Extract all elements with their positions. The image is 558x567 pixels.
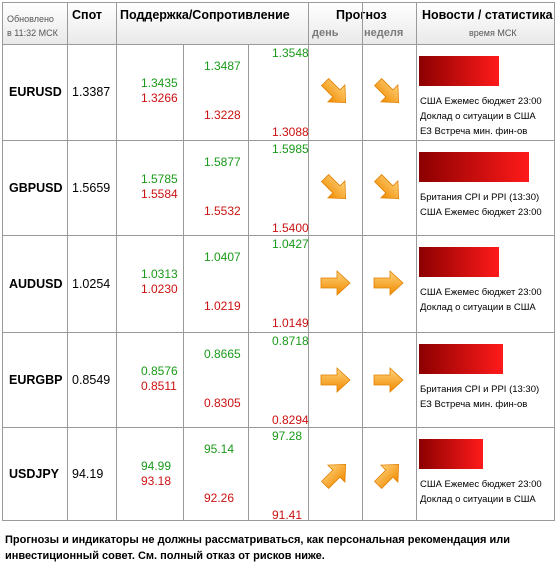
pair-label: AUDUSD xyxy=(9,276,63,291)
support-level-3: 1.3548 xyxy=(272,46,309,60)
resistance-level-1: 1.0230 xyxy=(141,282,178,296)
support-resistance-header: Поддержка/Сопротивление xyxy=(120,8,290,22)
column-divider xyxy=(248,44,249,520)
forecast-day-label: день xyxy=(312,27,339,39)
spot-price: 1.3387 xyxy=(72,85,111,99)
column-divider xyxy=(183,44,184,520)
news-impact-bar xyxy=(419,152,529,182)
row-divider xyxy=(3,427,554,428)
news-item: ЕЗ Встреча мин. фин-ов xyxy=(420,126,528,137)
support-level-2: 0.8665 xyxy=(204,347,241,361)
arrow-right-icon xyxy=(370,265,406,301)
news-item: Британия CPI и PPI (13:30) xyxy=(420,192,540,203)
resistance-level-3: 1.0149 xyxy=(272,316,309,330)
resistance-level-2: 1.5532 xyxy=(204,204,241,218)
arrow-up-right-icon xyxy=(370,457,406,493)
spot-header: Спот xyxy=(72,8,103,22)
news-time-label: время МСК xyxy=(469,28,517,38)
support-level-3: 97.28 xyxy=(272,429,303,443)
column-divider xyxy=(308,3,309,520)
spot-price: 1.0254 xyxy=(72,276,111,291)
disclaimer-text: Прогнозы и индикаторы не должны рассматр… xyxy=(5,534,511,562)
news-item: США Ежемес бюджет 23:00 xyxy=(420,96,542,107)
resistance-level-3: 1.5400 xyxy=(272,221,309,235)
news-item: США Ежемес бюджет 23:00 xyxy=(420,479,542,490)
support-level-3: 1.5985 xyxy=(272,142,309,156)
support-level-2: 1.0407 xyxy=(204,250,241,264)
pair-label: GBPUSD xyxy=(9,180,63,195)
arrow-down-right-icon xyxy=(370,170,406,206)
news-item: США Ежемес бюджет 23:00 xyxy=(420,207,542,218)
news-item: Доклад о ситуации в США xyxy=(420,302,536,313)
resistance-level-1: 0.8511 xyxy=(141,379,177,393)
resistance-level-3: 0.8294 xyxy=(272,413,309,427)
support-level-2: 1.3487 xyxy=(204,59,241,73)
support-level-1: 0.8576 xyxy=(141,364,178,378)
spot-price: 94.19 xyxy=(72,467,104,481)
support-level-3: 1.0427 xyxy=(272,237,309,251)
row-divider xyxy=(3,140,554,141)
news-item: Британия CPI и PPI (13:30) xyxy=(420,384,540,395)
forecast-header: Прогноз xyxy=(336,8,387,22)
column-divider xyxy=(362,3,363,520)
spot-price: 0.8549 xyxy=(72,372,111,387)
pair-label: EURGBP xyxy=(9,372,63,387)
support-level-3: 0.8718 xyxy=(272,334,309,348)
forecast-week-label: неделя xyxy=(364,27,404,39)
resistance-level-2: 1.3228 xyxy=(204,108,241,122)
arrow-right-icon xyxy=(317,265,353,301)
support-level-1: 1.5785 xyxy=(141,172,178,186)
resistance-level-2: 1.0219 xyxy=(204,299,241,313)
resistance-level-1: 1.3266 xyxy=(141,91,178,105)
support-level-1: 1.0313 xyxy=(141,267,178,281)
arrow-down-right-icon xyxy=(370,74,406,110)
news-item: Доклад о ситуации в США xyxy=(420,494,536,505)
resistance-level-2: 0.8305 xyxy=(204,396,241,410)
news-impact-bar xyxy=(419,56,499,86)
pair-label: USDJPY xyxy=(9,467,60,481)
arrow-down-right-icon xyxy=(317,170,353,206)
support-level-2: 95.14 xyxy=(204,442,235,456)
arrow-right-icon xyxy=(370,362,406,398)
resistance-level-1: 1.5584 xyxy=(141,187,178,201)
column-divider xyxy=(416,3,417,520)
news-impact-bar xyxy=(419,247,499,277)
forex-table: Обновлено в 11:32 МСК Спот Поддержка/Соп… xyxy=(2,2,555,522)
news-item: Доклад о ситуации в США xyxy=(420,111,536,122)
arrow-right-icon xyxy=(317,362,353,398)
support-level-1: 94.99 xyxy=(141,459,172,473)
column-divider xyxy=(67,3,68,520)
news-item: США Ежемес бюджет 23:00 xyxy=(420,287,542,298)
news-header: Новости / статистика xyxy=(422,8,553,22)
pair-label: EURUSD xyxy=(9,85,62,99)
arrow-up-right-icon xyxy=(317,457,353,493)
arrow-down-right-icon xyxy=(317,74,353,110)
news-impact-bar xyxy=(419,439,483,469)
resistance-level-3: 91.41 xyxy=(272,508,303,522)
resistance-level-1: 93.18 xyxy=(141,474,172,488)
row-divider xyxy=(3,332,554,333)
updated-label: Обновлено xyxy=(7,14,54,24)
support-level-1: 1.3435 xyxy=(141,76,178,90)
updated-time: в 11:32 МСК xyxy=(7,28,58,38)
news-impact-bar xyxy=(419,344,503,374)
resistance-level-3: 1.3088 xyxy=(272,125,309,139)
table-header: Обновлено в 11:32 МСК Спот Поддержка/Соп… xyxy=(3,3,554,45)
resistance-level-2: 92.26 xyxy=(204,491,235,505)
spot-price: 1.5659 xyxy=(72,180,111,195)
column-divider xyxy=(116,3,117,520)
row-divider xyxy=(3,235,554,236)
news-item: ЕЗ Встреча мин. фин-ов xyxy=(420,399,528,410)
support-level-2: 1.5877 xyxy=(204,155,241,169)
